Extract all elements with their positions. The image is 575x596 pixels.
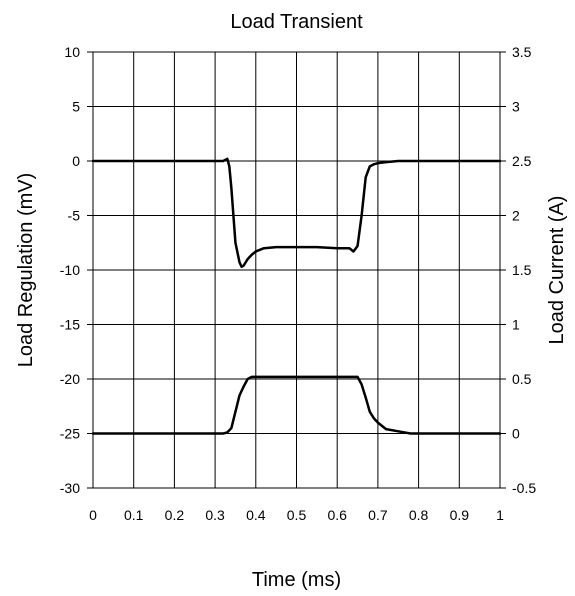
y-tick-label: -5 xyxy=(68,208,81,224)
load-current-series-line xyxy=(91,375,502,435)
y-tick-label: -30 xyxy=(60,480,80,496)
grid-lines xyxy=(87,51,506,489)
y2-tick-label: 3.5 xyxy=(512,44,532,60)
x-tick-label: 1 xyxy=(496,507,504,523)
y2-tick-label: -0.5 xyxy=(512,480,536,496)
chart-title: Load Transient xyxy=(230,11,363,33)
x-tick-label: 0.2 xyxy=(165,507,185,523)
x-tick-label: 0.9 xyxy=(450,507,470,523)
x-tick-label: 0.1 xyxy=(124,507,144,523)
x-axis-title: Time (ms) xyxy=(252,569,341,591)
y-tick-label: 0 xyxy=(72,153,80,169)
y-tick-label: 5 xyxy=(72,99,80,115)
y2-tick-label: 0 xyxy=(512,426,520,442)
x-tick-label: 0.5 xyxy=(287,507,307,523)
y2-tick-label: 0.5 xyxy=(512,371,532,387)
x-tick-label: 0.3 xyxy=(205,507,225,523)
x-tick-label: 0 xyxy=(89,507,97,523)
y-axis-title: Load Regulation (mV) xyxy=(15,173,37,368)
x-tick-label: 0.6 xyxy=(327,507,347,523)
load-regulation-series-line xyxy=(91,157,502,268)
y-tick-label: 10 xyxy=(64,44,80,60)
y2-tick-label: 3 xyxy=(512,99,520,115)
x-tick-label: 0.8 xyxy=(409,507,429,523)
x-tick-label: 0.4 xyxy=(246,507,266,523)
y2-axis-title: Load Current (A) xyxy=(546,196,568,345)
y-tick-label: -15 xyxy=(60,317,80,333)
y-tick-label: -20 xyxy=(60,371,80,387)
plot-frame xyxy=(92,51,501,489)
y2-tick-label: 2 xyxy=(512,208,520,224)
y-tick-label: -10 xyxy=(60,262,80,278)
y2-tick-label: 1 xyxy=(512,317,520,333)
y2-tick-label: 1.5 xyxy=(512,262,532,278)
y2-tick-label: 2.5 xyxy=(512,153,532,169)
y-tick-label: -25 xyxy=(60,426,80,442)
x-tick-label: 0.7 xyxy=(368,507,388,523)
